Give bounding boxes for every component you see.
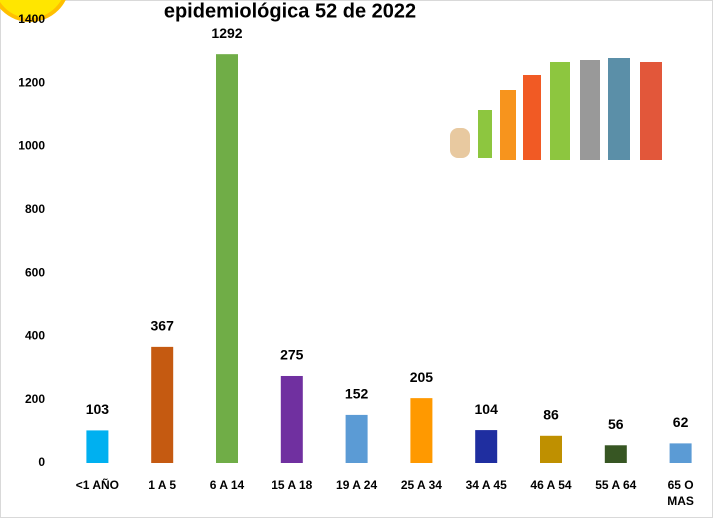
bar [475, 430, 497, 463]
y-tick-label: 1000 [18, 139, 45, 153]
x-tick-label: 34 A 45 [454, 477, 518, 493]
bar [281, 376, 303, 463]
x-tick-label: 6 A 14 [195, 477, 259, 493]
chart-title: epidemiológica 52 de 2022 [164, 0, 416, 22]
x-tick-label: 65 O MAS [661, 477, 701, 509]
x-tick-label: <1 AÑO [65, 477, 129, 493]
data-label: 152 [345, 386, 369, 402]
data-label: 275 [280, 347, 304, 363]
bar [86, 430, 108, 463]
bar [605, 445, 627, 463]
bar [410, 398, 432, 463]
y-tick-label: 600 [25, 265, 45, 279]
y-tick-label: 0 [38, 455, 45, 469]
data-label: 205 [410, 369, 434, 385]
people-illustration [450, 58, 662, 160]
data-label: 62 [673, 414, 689, 430]
chart-svg: epidemiológica 52 de 2022 0 200 400 600 800 1… [0, 0, 714, 519]
x-tick-label: 15 A 18 [260, 477, 324, 493]
x-tick-label: 1 A 5 [130, 477, 194, 493]
x-tick-label: 46 A 54 [519, 477, 583, 493]
bar [540, 436, 562, 463]
bar [151, 347, 173, 463]
bar [216, 54, 238, 463]
y-tick-label: 1200 [18, 75, 45, 89]
data-label: 1292 [211, 25, 242, 41]
x-tick-label: 25 A 34 [389, 477, 453, 493]
bar [346, 415, 368, 463]
data-label: 104 [475, 401, 499, 417]
y-tick-label: 800 [25, 202, 45, 216]
y-tick-label: 400 [25, 329, 45, 343]
x-tick-label: 19 A 24 [325, 477, 389, 493]
data-label: 56 [608, 416, 624, 432]
chart: epidemiológica 52 de 2022 0 200 400 600 800 1… [0, 0, 714, 519]
data-label: 367 [151, 318, 175, 334]
bar [670, 443, 692, 463]
data-label: 103 [86, 401, 110, 417]
y-tick-label: 1400 [18, 12, 45, 26]
data-label: 86 [543, 406, 559, 422]
y-tick-label: 200 [25, 392, 45, 406]
x-tick-label: 55 A 64 [584, 477, 648, 493]
